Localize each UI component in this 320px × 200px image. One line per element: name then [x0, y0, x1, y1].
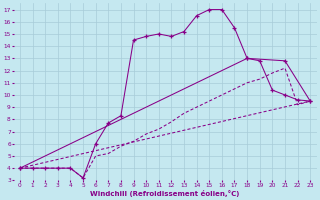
X-axis label: Windchill (Refroidissement éolien,°C): Windchill (Refroidissement éolien,°C) — [90, 190, 240, 197]
